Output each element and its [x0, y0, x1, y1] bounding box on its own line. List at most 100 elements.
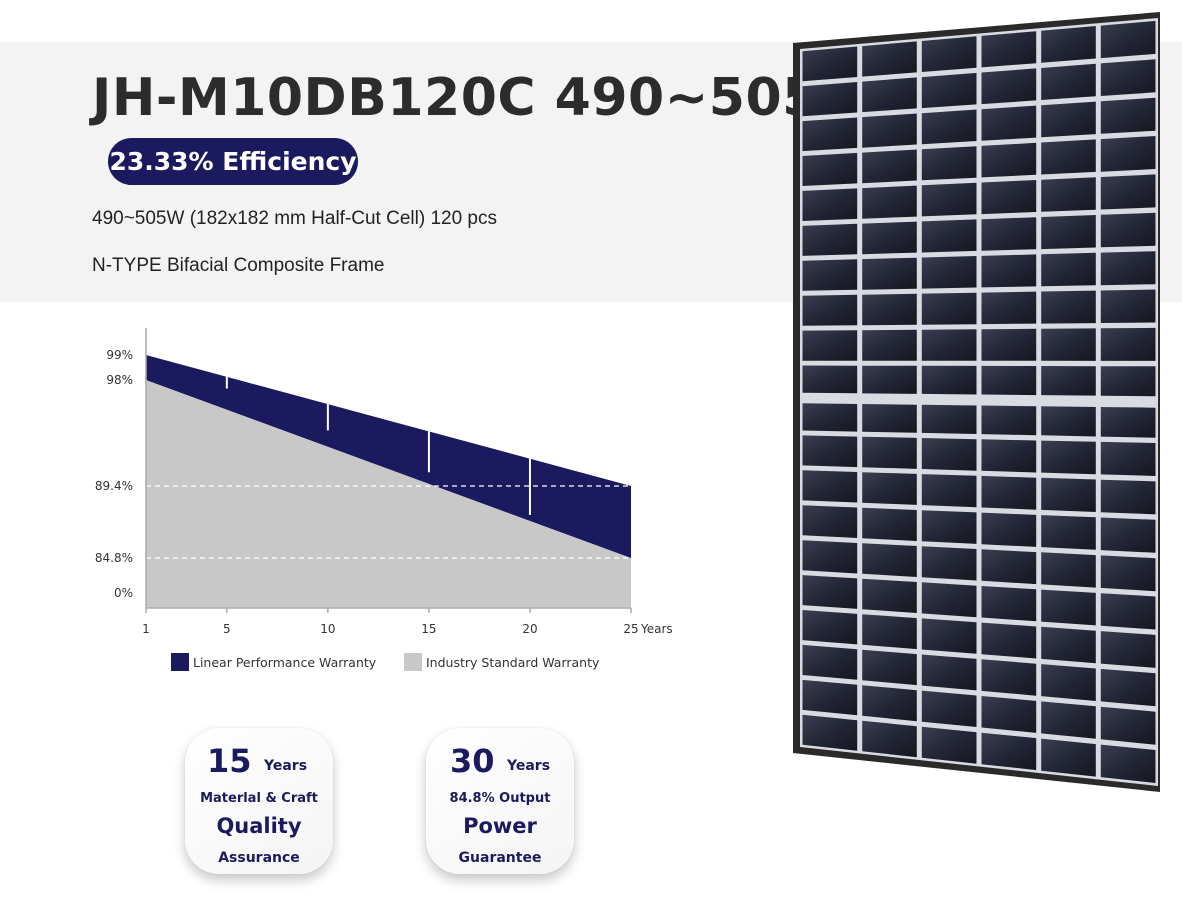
solar-cell: [981, 405, 1037, 436]
spec-cell-info: 490~505W (182x182 mm Half-Cut Cell) 120 …: [92, 208, 497, 229]
solar-cell: [1041, 101, 1096, 138]
y-tick-label: 89.4%: [95, 479, 133, 493]
solar-cell: [921, 219, 977, 253]
solar-cell: [1100, 631, 1156, 668]
solar-cell: [862, 293, 917, 326]
solar-cell: [981, 142, 1037, 178]
solar-cell: [862, 614, 917, 650]
linear-warranty-band: [146, 355, 631, 558]
solar-cell: [1100, 517, 1156, 553]
solar-cell: [1100, 407, 1156, 438]
solar-cell: [921, 182, 977, 217]
solar-cell: [862, 365, 917, 394]
solar-cell: [1041, 290, 1096, 324]
solar-cell: [1100, 479, 1156, 515]
solar-cell: [1041, 738, 1096, 777]
solar-cell: [1041, 477, 1096, 512]
solar-cell: [802, 679, 858, 716]
card-subtitle: 84.8% Output: [449, 791, 551, 806]
solar-cell: [862, 77, 917, 113]
solar-cell: [802, 435, 858, 468]
solar-cell: [921, 72, 977, 109]
solar-cell: [1041, 406, 1096, 437]
solar-cell: [981, 475, 1037, 510]
solar-cell: [1041, 664, 1096, 701]
solar-cell: [1100, 593, 1156, 630]
solar-cell: [862, 185, 917, 219]
legend-item-linear: Linear Performance Warranty: [171, 653, 376, 671]
y-tick-label: 0%: [114, 586, 133, 600]
solar-cell: [1041, 328, 1096, 361]
solar-cell: [981, 549, 1037, 585]
solar-cell: [1100, 251, 1156, 286]
solar-cell: [921, 582, 977, 618]
solar-cell: [1041, 252, 1096, 287]
card-footer: Assurance: [218, 850, 300, 866]
solar-cell: [862, 149, 917, 184]
solar-cell: [802, 540, 858, 574]
solar-cell: [1041, 63, 1096, 100]
solar-cell: [862, 720, 917, 758]
solar-cell: [1100, 668, 1156, 707]
chart-areas: [146, 355, 631, 608]
card-heading: Power: [463, 814, 537, 838]
solar-cell: [1100, 327, 1156, 361]
solar-cell: [921, 365, 977, 395]
x-axis-label: Years: [640, 622, 673, 636]
x-tick-label: 15: [421, 622, 436, 636]
solar-cell: [1041, 515, 1096, 550]
solar-cell: [802, 82, 858, 117]
solar-cell: [921, 546, 977, 581]
solar-cell: [862, 578, 917, 613]
solar-cell: [981, 439, 1037, 473]
solar-cell: [981, 31, 1037, 68]
solar-cell: [862, 404, 917, 433]
solar-cell: [862, 436, 917, 469]
solar-cell: [862, 649, 917, 686]
solar-cell: [1041, 701, 1096, 739]
solar-cell: [802, 365, 858, 394]
solar-cell: [802, 714, 858, 751]
solar-cell: [921, 510, 977, 544]
x-tick-label: 1: [142, 622, 150, 636]
solar-cell: [981, 732, 1037, 771]
solar-cell: [1100, 441, 1156, 476]
x-tick-label: 25: [623, 622, 638, 636]
solar-cell: [1041, 626, 1096, 664]
solar-cell: [981, 254, 1037, 288]
solar-cell: [1041, 589, 1096, 626]
card-years-unit: Years: [264, 758, 308, 774]
solar-cell: [802, 330, 858, 361]
legend-swatch-industry: [404, 653, 422, 671]
solar-cell: [862, 472, 917, 505]
warranty-card-power: 30 Years 84.8% Output Power Guarantee: [426, 728, 574, 874]
solar-cell: [981, 180, 1037, 215]
solar-cell: [921, 146, 977, 181]
solar-cell: [862, 507, 917, 541]
solar-cell: [981, 68, 1037, 105]
solar-cell: [921, 726, 977, 764]
solar-cell: [1100, 20, 1156, 59]
solar-cell: [802, 575, 858, 609]
solar-cell: [862, 685, 917, 722]
legend-item-industry: Industry Standard Warranty: [404, 653, 599, 671]
card-years-number: 30: [450, 742, 495, 780]
product-title: JH-M10DB120C 490~505W: [92, 68, 877, 128]
solar-cell: [981, 291, 1037, 325]
solar-cell: [921, 329, 977, 361]
solar-cell: [802, 188, 858, 221]
solar-cell: [802, 117, 858, 152]
card-years-unit: Years: [507, 758, 551, 774]
card-heading: Quality: [216, 814, 302, 838]
x-tick-label: 20: [522, 622, 537, 636]
solar-cell: [802, 644, 858, 680]
solar-cell: [862, 257, 917, 290]
chart-dividers: [225, 364, 531, 515]
solar-cell: [981, 622, 1037, 659]
solar-cell: [921, 109, 977, 145]
industry-area: [146, 380, 631, 608]
solar-cell: [1100, 136, 1156, 172]
solar-cell: [862, 41, 917, 77]
solar-cell: [802, 505, 858, 538]
